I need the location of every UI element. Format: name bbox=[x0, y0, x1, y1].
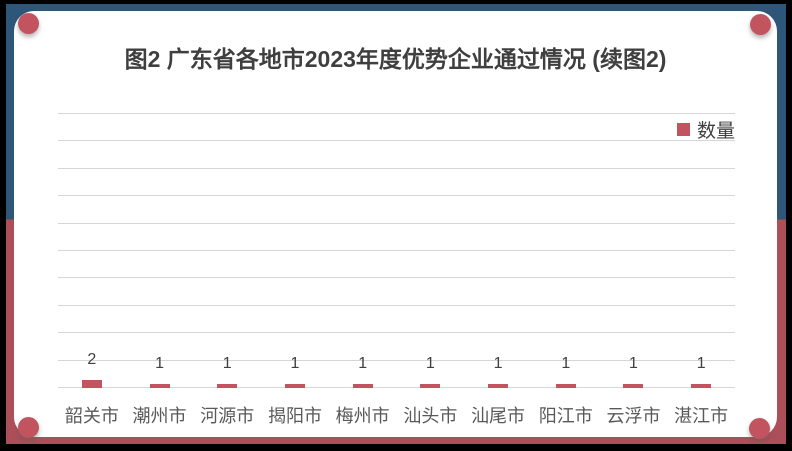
x-tick-label: 湛江市 bbox=[674, 406, 729, 426]
x-tick-label: 韶关市 bbox=[64, 406, 119, 426]
corner-dot-icon bbox=[750, 14, 771, 35]
corner-dot-icon bbox=[18, 13, 39, 34]
bar-value-label: 1 bbox=[290, 355, 300, 372]
gridline bbox=[58, 167, 735, 169]
bar[interactable] bbox=[623, 384, 644, 388]
gridline bbox=[58, 332, 735, 334]
bar[interactable] bbox=[352, 384, 373, 388]
legend-swatch-icon bbox=[676, 123, 690, 136]
gridline bbox=[58, 250, 735, 251]
gridline bbox=[58, 222, 735, 224]
gridline bbox=[58, 304, 735, 306]
bar[interactable] bbox=[149, 384, 170, 388]
bar-value-label: 1 bbox=[222, 355, 232, 372]
chart-title: 图2 广东省各地市2023年度优势企业通过情况 (续图2) bbox=[124, 46, 667, 72]
bar-value-label: 1 bbox=[358, 355, 368, 372]
bar-column: 1 bbox=[600, 113, 668, 388]
bar-column: 1 bbox=[532, 113, 600, 388]
x-tick-label: 梅州市 bbox=[335, 406, 390, 426]
x-tick-label: 云浮市 bbox=[606, 406, 661, 426]
bar-column: 1 bbox=[126, 113, 194, 388]
bar[interactable] bbox=[81, 380, 102, 388]
bar-column: 1 bbox=[329, 113, 397, 388]
bar-value-label: 1 bbox=[696, 355, 706, 372]
bar-value-label: 1 bbox=[425, 355, 435, 372]
bar-column: 1 bbox=[464, 113, 532, 388]
bar-value-label: 1 bbox=[561, 355, 571, 372]
bar[interactable] bbox=[691, 384, 712, 388]
chart-card: 图2 广东省各地市2023年度优势企业通过情况 (续图2) 数量 2 1 1 1 1 1 1… bbox=[14, 11, 777, 439]
bar[interactable] bbox=[284, 384, 305, 388]
gridline bbox=[58, 277, 735, 279]
x-tick-label: 河源市 bbox=[200, 406, 255, 426]
corner-dot-icon bbox=[749, 418, 770, 439]
gridline bbox=[58, 140, 735, 142]
x-tick-label: 汕尾市 bbox=[471, 406, 526, 426]
bar-value-label: 1 bbox=[155, 355, 164, 372]
bar[interactable] bbox=[217, 384, 238, 388]
bar-value-label: 1 bbox=[493, 355, 503, 372]
x-tick-label: 汕头市 bbox=[403, 406, 458, 426]
bar-column: 1 bbox=[397, 113, 465, 388]
bar[interactable] bbox=[488, 384, 509, 388]
bar[interactable] bbox=[555, 384, 576, 388]
bars-container: 2 1 1 1 1 1 1 1 1 1 bbox=[58, 113, 735, 388]
bar-column: 1 bbox=[261, 113, 329, 388]
legend[interactable]: 数量 bbox=[676, 116, 735, 143]
x-axis-labels: 韶关市 潮州市 河源市 揭阳市 梅州市 汕头市 汕尾市 阳江市 云浮市 湛江市 bbox=[58, 402, 735, 428]
bar-column: 1 bbox=[193, 113, 261, 388]
bar-value-label: 1 bbox=[629, 355, 638, 372]
bar[interactable] bbox=[420, 384, 441, 388]
gridline bbox=[58, 195, 735, 197]
plot-area: 数量 2 1 1 1 1 1 1 1 1 1 bbox=[58, 113, 735, 388]
bar-column: 1 bbox=[667, 113, 735, 388]
x-tick-label: 潮州市 bbox=[132, 406, 187, 426]
gridline bbox=[58, 359, 735, 361]
bar-column: 2 bbox=[58, 113, 126, 388]
gridline bbox=[58, 387, 735, 388]
bar-value-label: 2 bbox=[87, 351, 97, 368]
legend-label: 数量 bbox=[696, 121, 735, 142]
x-tick-label: 揭阳市 bbox=[267, 406, 322, 426]
gridline bbox=[58, 113, 735, 114]
corner-dot-icon bbox=[18, 417, 39, 438]
x-tick-label: 阳江市 bbox=[538, 406, 593, 426]
